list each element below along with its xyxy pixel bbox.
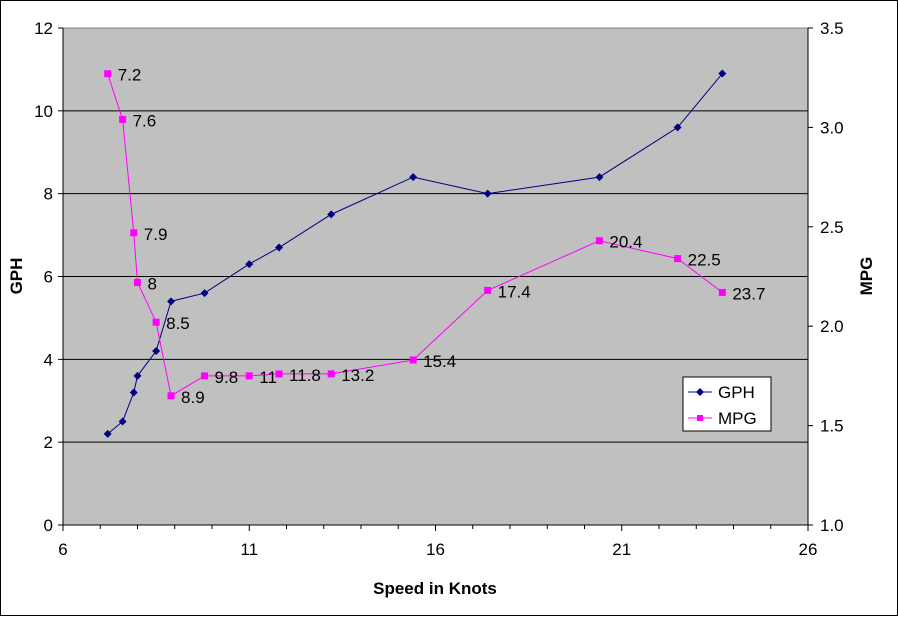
mpg-data-label: 7.2 — [118, 66, 142, 85]
mpg-point — [134, 278, 141, 286]
y-axis-title: GPH — [7, 258, 26, 295]
mpg-point — [119, 115, 127, 123]
mpg-point — [167, 392, 175, 400]
legend-mpg-label: MPG — [718, 409, 757, 428]
y2-tick-label: 1.5 — [820, 417, 844, 436]
mpg-point — [201, 372, 209, 380]
mpg-data-label: 15.4 — [423, 352, 456, 371]
gph-point — [103, 429, 112, 438]
gph-point — [200, 289, 209, 298]
y2-tick-label: 2.5 — [820, 218, 844, 237]
legend-mpg-marker-icon — [697, 415, 703, 421]
y2-tick-label: 1.0 — [820, 516, 844, 535]
legend-gph-label: GPH — [718, 383, 755, 402]
mpg-point — [484, 286, 492, 294]
y-tick-label: 8 — [44, 185, 53, 204]
x-tick-label: 26 — [799, 540, 818, 559]
gph-point — [483, 189, 492, 198]
mpg-point — [718, 288, 726, 296]
mpg-point — [245, 372, 253, 380]
mpg-point — [674, 255, 682, 263]
x-tick-label: 21 — [612, 540, 631, 559]
mpg-point — [104, 70, 112, 78]
gph-point — [118, 417, 127, 426]
y-tick-label: 6 — [44, 268, 53, 287]
mpg-data-label: 8 — [148, 274, 157, 293]
mpg-data-label: 11.8 — [289, 366, 321, 385]
mpg-data-label: 7.6 — [133, 111, 157, 130]
mpg-data-label: 17.4 — [498, 282, 531, 301]
x-tick-label: 6 — [58, 540, 67, 559]
x-tick-label: 16 — [426, 540, 445, 559]
mpg-data-label: 8.9 — [181, 388, 205, 407]
mpg-data-label: 20.4 — [609, 233, 642, 252]
gph-point — [129, 388, 138, 397]
y-tick-label: 10 — [34, 102, 53, 121]
gph-point — [327, 210, 336, 219]
y2-tick-label: 3.5 — [820, 19, 844, 38]
mpg-point — [327, 370, 335, 378]
mpg-data-label: 23.7 — [732, 284, 765, 303]
y2-axis-title: MPG — [857, 257, 876, 296]
mpg-point — [152, 318, 160, 326]
y-tick-label: 2 — [44, 433, 53, 452]
mpg-data-label: 22.5 — [688, 251, 721, 270]
mpg-data-label: 8.5 — [166, 314, 190, 333]
mpg-data-label: 13.2 — [341, 366, 374, 385]
x-tick-label: 11 — [240, 540, 258, 559]
gph-point — [595, 173, 604, 182]
gph-point — [245, 260, 254, 269]
y2-tick-label: 3.0 — [820, 118, 844, 137]
y2-tick-label: 2.0 — [820, 317, 844, 336]
mpg-data-label: 9.8 — [215, 368, 239, 387]
gph-point — [167, 297, 176, 306]
y-tick-label: 12 — [34, 19, 53, 38]
gph-point — [133, 371, 142, 380]
mpg-data-label: 7.9 — [144, 225, 168, 244]
mpg-point — [409, 356, 417, 364]
y-tick-label: 4 — [44, 350, 53, 369]
gph-point — [275, 243, 284, 252]
y-tick-label: 0 — [44, 516, 53, 535]
gph-point — [673, 123, 682, 132]
mpg-point — [595, 237, 603, 245]
gph-point — [409, 173, 418, 182]
mpg-point — [130, 229, 138, 237]
legend-gph-marker-icon — [696, 388, 704, 396]
gph-point — [152, 347, 161, 356]
mpg-point — [275, 370, 283, 378]
gph-point — [718, 69, 727, 78]
legend: GPH MPG — [682, 376, 772, 432]
x-axis-title: Speed in Knots — [373, 579, 497, 598]
mpg-data-label: 11 — [259, 368, 277, 387]
